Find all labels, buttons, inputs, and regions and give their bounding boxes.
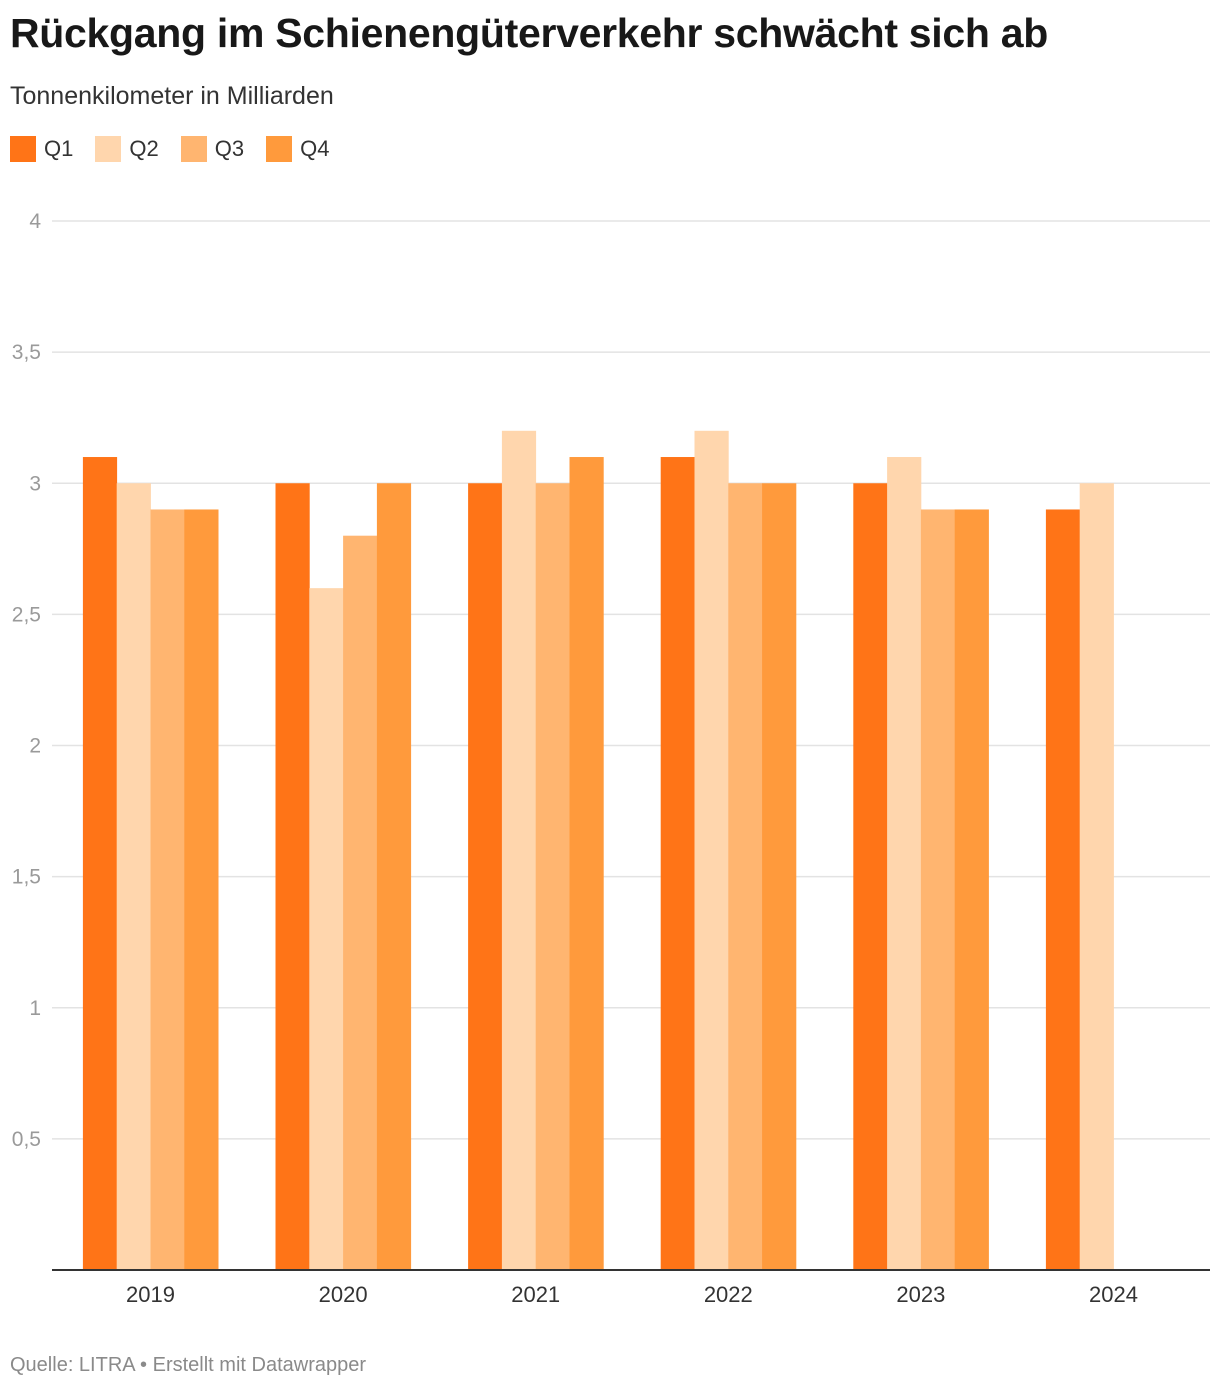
y-tick-label: 0,5 [12, 1128, 41, 1151]
bar-q2-2021 [501, 430, 537, 1270]
bar-q4-2022 [762, 483, 797, 1270]
x-tick-label: 2022 [704, 1282, 753, 1307]
legend-swatch-q3 [180, 136, 207, 162]
bar-q1-2022 [660, 457, 695, 1270]
bar-q2-2019 [116, 483, 151, 1270]
bar-q1-2023 [853, 483, 888, 1270]
bar-q2-2023 [887, 457, 922, 1270]
bar-q4-2020 [376, 483, 412, 1270]
legend-item-q1: Q1 [10, 136, 73, 162]
bar-q2-2024 [1079, 483, 1114, 1270]
bar-q3-2020 [343, 535, 378, 1270]
bar-q2-2020 [309, 588, 344, 1270]
x-tick-label: 2023 [896, 1282, 945, 1307]
bar-q1-2021 [468, 483, 503, 1270]
legend-item-q4: Q4 [266, 136, 329, 162]
bar-q4-2019 [184, 509, 219, 1271]
legend-label-q4: Q4 [300, 136, 330, 161]
legend: Q1 Q2 Q3 Q4 [10, 136, 351, 162]
y-tick-label: 2 [29, 735, 41, 758]
y-tick-label: 4 [29, 210, 41, 233]
chart-subtitle: Tonnenkilometer in Milliarden [10, 82, 334, 110]
x-tick-label: 2019 [126, 1282, 175, 1307]
legend-swatch-q4 [266, 136, 293, 162]
bar-q1-2024 [1045, 509, 1081, 1271]
x-tick-label: 2024 [1089, 1282, 1138, 1307]
x-tick-label: 2021 [511, 1282, 560, 1307]
legend-item-q3: Q3 [180, 136, 245, 162]
x-tick-label: 2020 [319, 1282, 368, 1307]
source-credit: Quelle: LITRA • Erstellt mit Datawrapper [10, 1354, 367, 1376]
bar-q1-2019 [82, 457, 118, 1270]
chart-title: Rückgang im Schienengüterverkehr schwäch… [10, 10, 1048, 56]
legend-label-q3: Q3 [214, 136, 245, 161]
bar-q4-2021 [569, 457, 604, 1270]
legend-swatch-q2 [95, 136, 122, 162]
bar-q3-2022 [728, 483, 763, 1270]
legend-item-q2: Q2 [95, 136, 159, 162]
legend-label-q2: Q2 [129, 136, 159, 161]
legend-swatch-q1 [10, 136, 36, 162]
legend-label-q1: Q1 [44, 136, 74, 161]
y-tick-label: 3 [29, 472, 41, 495]
y-tick-label: 2,5 [12, 603, 41, 626]
y-tick-label: 1,5 [12, 866, 41, 889]
bar-q3-2023 [920, 509, 956, 1271]
bar-q2-2022 [694, 430, 729, 1270]
bar-q4-2023 [954, 509, 989, 1271]
bar-q3-2019 [150, 509, 185, 1271]
bar-chart: 0,5 1 1,5 2 2,5 3 3,5 4 2019 2020 2021 2022 2023 2024 [12, 210, 1210, 1307]
bar-q1-2020 [275, 483, 310, 1270]
y-tick-label: 1 [29, 997, 41, 1020]
bar-q3-2021 [535, 483, 570, 1270]
y-tick-label: 3,5 [12, 341, 41, 364]
